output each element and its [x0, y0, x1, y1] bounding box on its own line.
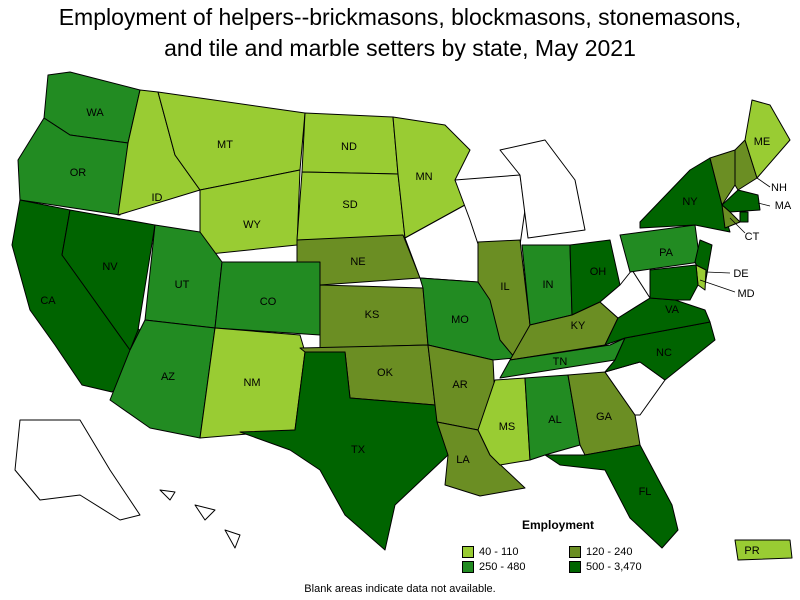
- states-layer: [11, 71, 793, 561]
- state-label-nh: NH: [771, 182, 787, 194]
- map-title-line-2: and tile and marble setters by state, Ma…: [164, 35, 636, 61]
- state-label-sd: SD: [342, 199, 357, 211]
- state-label-ct: CT: [745, 231, 760, 243]
- map-title-line-1: Employment of helpers--brickmasons, bloc…: [58, 4, 742, 30]
- state-label-nm: NM: [243, 377, 260, 389]
- state-label-il: IL: [500, 281, 509, 293]
- map-title: Employment of helpers--brickmasons, bloc…: [0, 2, 800, 64]
- legend-title: Employment: [522, 518, 595, 532]
- legend-label-1: 40 - 110: [479, 546, 519, 558]
- legend-label-3: 250 - 480: [479, 561, 526, 573]
- state-label-nc: NC: [656, 347, 672, 359]
- legend-swatch-3: [462, 561, 474, 573]
- legend-swatch-4: [569, 561, 581, 573]
- state-label-tn: TN: [553, 356, 568, 368]
- state-label-ne: NE: [350, 256, 365, 268]
- state-label-ms: MS: [499, 421, 516, 433]
- state-label-tx: TX: [351, 444, 366, 456]
- state-label-mt: MT: [217, 139, 233, 151]
- legend-swatch-2: [569, 546, 581, 558]
- state-label-ma: MA: [775, 200, 792, 212]
- legend-label-4: 500 - 3,470: [586, 561, 642, 573]
- legend-item-bin-2: 120 - 240: [569, 546, 632, 558]
- state-label-ky: KY: [571, 320, 586, 332]
- state-label-or: OR: [70, 167, 87, 179]
- state-md[interactable]: [649, 264, 699, 301]
- state-label-nv: NV: [102, 261, 118, 273]
- state-nh[interactable]: [734, 139, 758, 191]
- state-label-ks: KS: [365, 309, 380, 321]
- state-label-me: ME: [754, 136, 771, 148]
- state-label-pa: PA: [659, 247, 674, 259]
- state-me[interactable]: [744, 99, 791, 179]
- legend-item-bin-4: 500 - 3,470: [569, 561, 642, 573]
- footnote: Blank areas indicate data not available.: [304, 583, 496, 595]
- state-label-az: AZ: [161, 371, 175, 383]
- state-label-la: LA: [456, 454, 470, 466]
- callout-ct: [729, 217, 746, 234]
- state-ri[interactable]: [739, 211, 749, 223]
- legend-swatch-1: [462, 546, 474, 558]
- map-legend: Employment 40 - 110 120 - 240 250 - 480 …: [462, 518, 662, 580]
- legend-item-bin-3: 250 - 480: [462, 561, 525, 573]
- state-label-pr: PR: [744, 545, 759, 557]
- state-wv[interactable]: [599, 269, 651, 319]
- state-fl[interactable]: [544, 444, 679, 549]
- state-pr[interactable]: [734, 539, 793, 561]
- legend-item-bin-1: 40 - 110: [462, 546, 519, 558]
- state-or[interactable]: [17, 117, 129, 216]
- state-mi[interactable]: [499, 139, 586, 239]
- state-label-fl: FL: [639, 486, 652, 498]
- state-al[interactable]: [524, 374, 581, 461]
- legend-label-2: 120 - 240: [586, 546, 633, 558]
- state-ak[interactable]: [14, 419, 141, 521]
- state-label-in: IN: [543, 279, 554, 291]
- state-label-ny: NY: [682, 196, 698, 208]
- callout-de: [705, 271, 731, 274]
- state-tx[interactable]: [239, 351, 449, 551]
- state-il[interactable]: [477, 239, 531, 359]
- state-label-mo: MO: [451, 314, 469, 326]
- callout-md: [699, 279, 736, 293]
- state-label-ca: CA: [40, 295, 56, 307]
- state-label-nd: ND: [341, 141, 357, 153]
- state-label-ar: AR: [452, 379, 467, 391]
- state-hi[interactable]: [159, 489, 241, 549]
- label-callouts: [699, 177, 771, 293]
- state-label-va: VA: [665, 304, 680, 316]
- state-label-al: AL: [548, 414, 561, 426]
- state-label-ga: GA: [596, 411, 613, 423]
- us-state-map: WA OR CA NV ID MT WY UT CO AZ NM ND SD NE KS OK TX MN MO AR…: [11, 71, 793, 561]
- state-label-md: MD: [737, 288, 754, 300]
- callout-nh: [756, 177, 771, 188]
- state-label-ut: UT: [175, 279, 190, 291]
- state-label-de: DE: [733, 268, 748, 280]
- state-label-mn: MN: [415, 171, 432, 183]
- state-nv[interactable]: [61, 209, 156, 351]
- labels-layer: WA OR CA NV ID MT WY UT CO AZ NM ND SD NE KS OK TX MN MO AR…: [40, 107, 792, 557]
- state-label-oh: OH: [590, 266, 607, 278]
- state-label-id: ID: [152, 192, 163, 204]
- state-label-ok: OK: [377, 367, 394, 379]
- callout-ma: [757, 202, 771, 207]
- state-label-wa: WA: [86, 107, 104, 119]
- state-label-co: CO: [260, 296, 277, 308]
- state-label-wy: WY: [243, 219, 261, 231]
